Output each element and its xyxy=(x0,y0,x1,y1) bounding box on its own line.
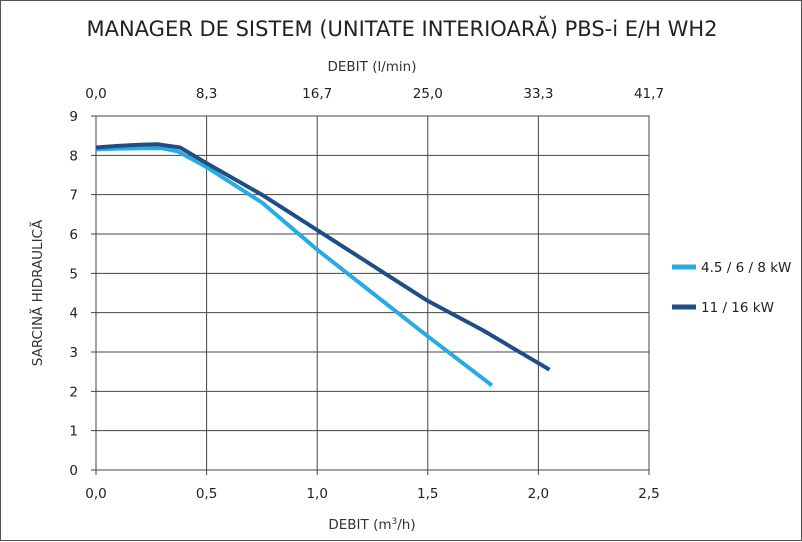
x-axis-label-superscript: 3 xyxy=(392,517,398,527)
x-axis-label-end: /h) xyxy=(397,517,415,533)
legend-label: 11 / 16 kW xyxy=(701,300,774,316)
legend: 4.5 / 6 / 8 kW 11 / 16 kW xyxy=(672,260,791,316)
plot-border xyxy=(95,115,650,471)
series-line xyxy=(95,142,551,372)
y-tick-label: 2 xyxy=(69,384,78,400)
x-tick-label: 0,5 xyxy=(196,486,217,502)
x-top-tick-label: 41,7 xyxy=(634,86,664,102)
y-tick-label: 6 xyxy=(69,227,78,243)
x-top-tick-label: 8,3 xyxy=(196,86,217,102)
y-tick-label: 3 xyxy=(69,345,78,361)
tick-labels: 0 1 2 3 4 5 6 7 8 9 0,0 0,5 1,0 1,5 2,0 2,5 0,0 8,3 16,7 25… xyxy=(69,86,664,502)
x-tick-label: 0,0 xyxy=(85,486,106,502)
y-tick-label: 8 xyxy=(69,148,78,164)
y-tick-label: 7 xyxy=(69,188,78,204)
y-tick-label: 0 xyxy=(69,463,78,479)
x-axis-label-main: DEBIT (m xyxy=(328,517,391,533)
series-line xyxy=(95,146,494,387)
x-tick-label: 2,5 xyxy=(638,486,659,502)
y-tick-label: 5 xyxy=(69,266,78,282)
x-tick-label: 2,0 xyxy=(528,486,549,502)
chart-title: MANAGER DE SISTEM (UNITATE INTERIOARĂ) P… xyxy=(86,15,717,41)
y-axis-label: SARCINĂ HIDRAULICĂ xyxy=(28,219,46,366)
x-top-axis-label: DEBIT (l/min) xyxy=(328,59,417,75)
x-top-tick-label: 0,0 xyxy=(85,86,106,102)
x-tick-label: 1,0 xyxy=(306,486,327,502)
legend-label: 4.5 / 6 / 8 kW xyxy=(701,260,791,276)
x-top-tick-label: 25,0 xyxy=(413,86,443,102)
x-top-tick-label: 33,3 xyxy=(523,86,553,102)
x-tick-label: 1,5 xyxy=(417,486,438,502)
plot-area-border xyxy=(95,115,650,471)
x-top-tick-label: 16,7 xyxy=(302,86,332,102)
x-bottom-axis-label: DEBIT (m3/h) xyxy=(328,517,415,533)
grid xyxy=(91,115,650,475)
y-tick-label: 9 xyxy=(69,109,78,125)
y-tick-label: 4 xyxy=(69,306,78,322)
series-lines xyxy=(95,142,551,387)
y-tick-label: 1 xyxy=(69,424,78,440)
